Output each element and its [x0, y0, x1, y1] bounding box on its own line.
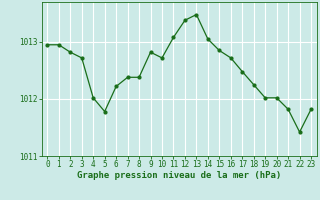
X-axis label: Graphe pression niveau de la mer (hPa): Graphe pression niveau de la mer (hPa) — [77, 171, 281, 180]
